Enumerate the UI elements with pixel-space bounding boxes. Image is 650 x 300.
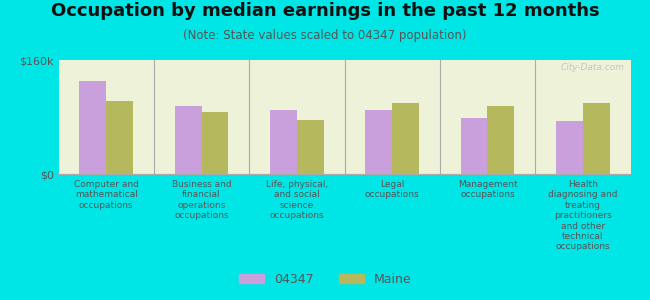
Text: Computer and
mathematical
occupations: Computer and mathematical occupations [73,180,138,210]
Text: Legal
occupations: Legal occupations [365,180,419,200]
Bar [365,110,392,174]
Text: Occupation by median earnings in the past 12 months: Occupation by median earnings in the pas… [51,2,599,20]
Bar [297,120,324,174]
Text: Management
occupations: Management occupations [458,180,517,200]
Bar [106,100,133,174]
Bar [392,103,419,174]
Text: (Note: State values scaled to 04347 population): (Note: State values scaled to 04347 popu… [183,28,467,41]
Bar [488,106,514,174]
Text: Business and
financial
operations
occupations: Business and financial operations occupa… [172,180,231,220]
Text: Health
diagnosing and
treating
practitioners
and other
technical
occupations: Health diagnosing and treating practitio… [548,180,617,251]
Legend: 04347, Maine: 04347, Maine [234,268,416,291]
Bar [202,112,228,174]
Bar [461,118,488,174]
Bar [556,121,583,174]
Bar [175,106,202,174]
Bar [270,110,297,174]
Bar [79,81,106,174]
Text: Life, physical,
and social
science
occupations: Life, physical, and social science occup… [266,180,328,220]
Text: City-Data.com: City-Data.com [561,63,625,72]
Bar [583,103,610,174]
